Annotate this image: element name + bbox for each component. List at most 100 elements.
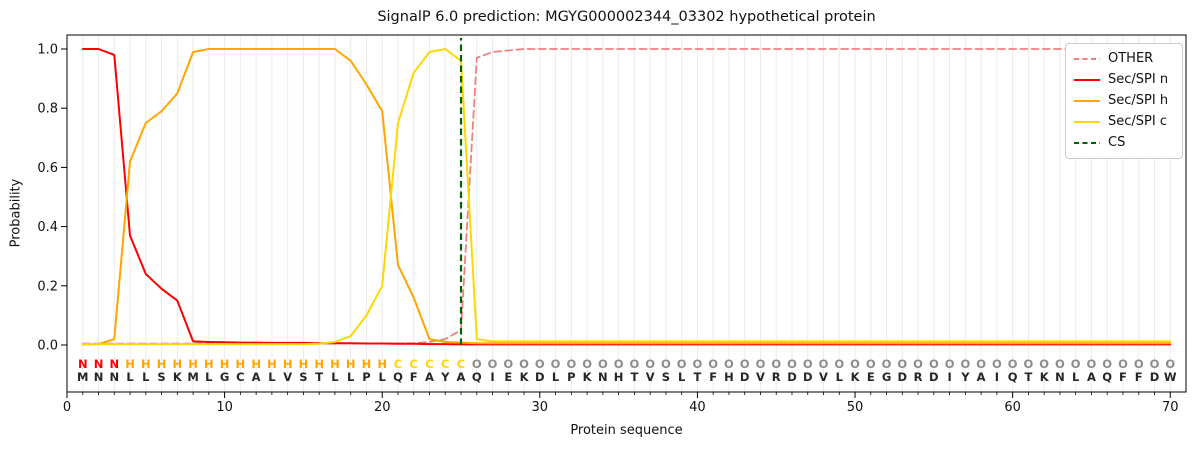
region-letter: O: [1087, 357, 1097, 371]
y-tick-label: 0.0: [37, 339, 58, 354]
legend-line-sample: [1074, 121, 1100, 123]
sequence-letter: Q: [472, 370, 482, 384]
y-tick-label: 0.8: [37, 102, 58, 117]
sequence-letter: D: [787, 370, 797, 384]
sequence-letter: V: [283, 370, 292, 384]
sequence-letter: T: [630, 370, 638, 384]
sequence-letter: D: [803, 370, 813, 384]
region-letter: O: [945, 357, 955, 371]
sequence-letter: D: [898, 370, 908, 384]
y-tick-label: 1.0: [37, 43, 58, 58]
region-letter: O: [1071, 357, 1081, 371]
legend-item-other: OTHER: [1074, 52, 1174, 66]
x-tick-label: 20: [374, 400, 391, 415]
region-letter: H: [299, 357, 309, 371]
region-letter: O: [882, 357, 892, 371]
sequence-letter: N: [109, 370, 119, 384]
sequence-letter: G: [882, 370, 891, 384]
y-axis-label: Probability: [8, 178, 24, 248]
sequence-letter: I: [995, 370, 999, 384]
chart-title: SignalP 6.0 prediction: MGYG000002344_03…: [377, 9, 876, 25]
region-letter: O: [1118, 357, 1128, 371]
sequence-letter: V: [756, 370, 765, 384]
region-letter: H: [330, 357, 340, 371]
sequence-letter: L: [205, 370, 213, 384]
sequence-letter: Y: [960, 370, 970, 384]
region-letter: C: [394, 357, 402, 371]
sequence-letter: E: [867, 370, 875, 384]
sequence-letter: F: [410, 370, 418, 384]
legend-line-sample: [1074, 79, 1100, 81]
sequence-letter: C: [236, 370, 244, 384]
region-letter: O: [519, 357, 529, 371]
x-tick-label: 10: [216, 400, 233, 415]
region-letter: O: [913, 357, 923, 371]
sequence-letter: V: [819, 370, 828, 384]
region-letter: O: [645, 357, 655, 371]
x-tick-label: 40: [689, 400, 706, 415]
sequence-letter: R: [772, 370, 781, 384]
sequence-letter: H: [724, 370, 734, 384]
sequence-letter: F: [1135, 370, 1143, 384]
sequence-letter: D: [740, 370, 750, 384]
sequence-letter: G: [220, 370, 229, 384]
sequence-letter: L: [331, 370, 339, 384]
legend-label: Sec/SPI n: [1108, 72, 1169, 87]
sequence-letter: K: [520, 370, 530, 384]
sequence-letter: F: [709, 370, 717, 384]
legend-label: Sec/SPI c: [1108, 114, 1167, 129]
region-letter: H: [377, 357, 387, 371]
sequence-letter: M: [77, 370, 88, 384]
region-letter: O: [897, 357, 907, 371]
sequence-letter: Q: [1008, 370, 1018, 384]
region-letter: H: [188, 357, 198, 371]
x-axis-label: Protein sequence: [570, 423, 683, 438]
region-letter: C: [457, 357, 465, 371]
region-letter: O: [1039, 357, 1049, 371]
sequence-letter: D: [535, 370, 545, 384]
sequence-letter: A: [425, 370, 434, 384]
x-tick-label: 30: [532, 400, 549, 415]
region-letter: H: [204, 357, 214, 371]
sequence-letter: F: [1119, 370, 1127, 384]
region-letter: O: [929, 357, 939, 371]
sequence-letter: N: [94, 370, 104, 384]
region-letter: O: [551, 357, 561, 371]
region-letter: O: [1008, 357, 1018, 371]
legend: OTHER Sec/SPI n Sec/SPI h Sec/SPI c CS: [1065, 43, 1183, 159]
region-letter: H: [236, 357, 246, 371]
sequence-letter: E: [504, 370, 512, 384]
region-letter: H: [125, 357, 135, 371]
region-letter: H: [220, 357, 230, 371]
region-letter: H: [346, 357, 356, 371]
legend-label: CS: [1108, 135, 1126, 150]
region-letter: O: [756, 357, 766, 371]
legend-item-sec-spi-n: Sec/SPI n: [1074, 73, 1174, 87]
sequence-letter: T: [315, 370, 323, 384]
sequence-letter: L: [678, 370, 686, 384]
series-line-sec-spi-n: [81, 48, 1172, 346]
sequence-letter: L: [126, 370, 134, 384]
axis-ticks: 0 10 20 30 40 50 60 70 0.0 0.2 0.4 0.6 0.8 1.0: [37, 43, 1178, 416]
region-letter: C: [425, 357, 433, 371]
sequence-letter: A: [977, 370, 986, 384]
series-line-other: [81, 48, 1172, 345]
legend-item-sec-spi-h: Sec/SPI h: [1074, 94, 1174, 108]
region-letter: O: [693, 357, 703, 371]
legend-label: Sec/SPI h: [1108, 93, 1169, 108]
region-letter: O: [472, 357, 482, 371]
sequence-letter: P: [362, 370, 370, 384]
y-tick-label: 0.6: [37, 161, 58, 176]
region-letter: H: [283, 357, 293, 371]
sequence-letter: T: [1024, 370, 1032, 384]
region-letter: O: [1134, 357, 1144, 371]
x-tick-label: 60: [1004, 400, 1021, 415]
region-letter: O: [724, 357, 734, 371]
sequence-letter: A: [1087, 370, 1096, 384]
sequence-letter: D: [1150, 370, 1160, 384]
x-tick-label: 50: [847, 400, 864, 415]
region-letter: O: [1024, 357, 1034, 371]
sequence-letter: S: [662, 370, 670, 384]
